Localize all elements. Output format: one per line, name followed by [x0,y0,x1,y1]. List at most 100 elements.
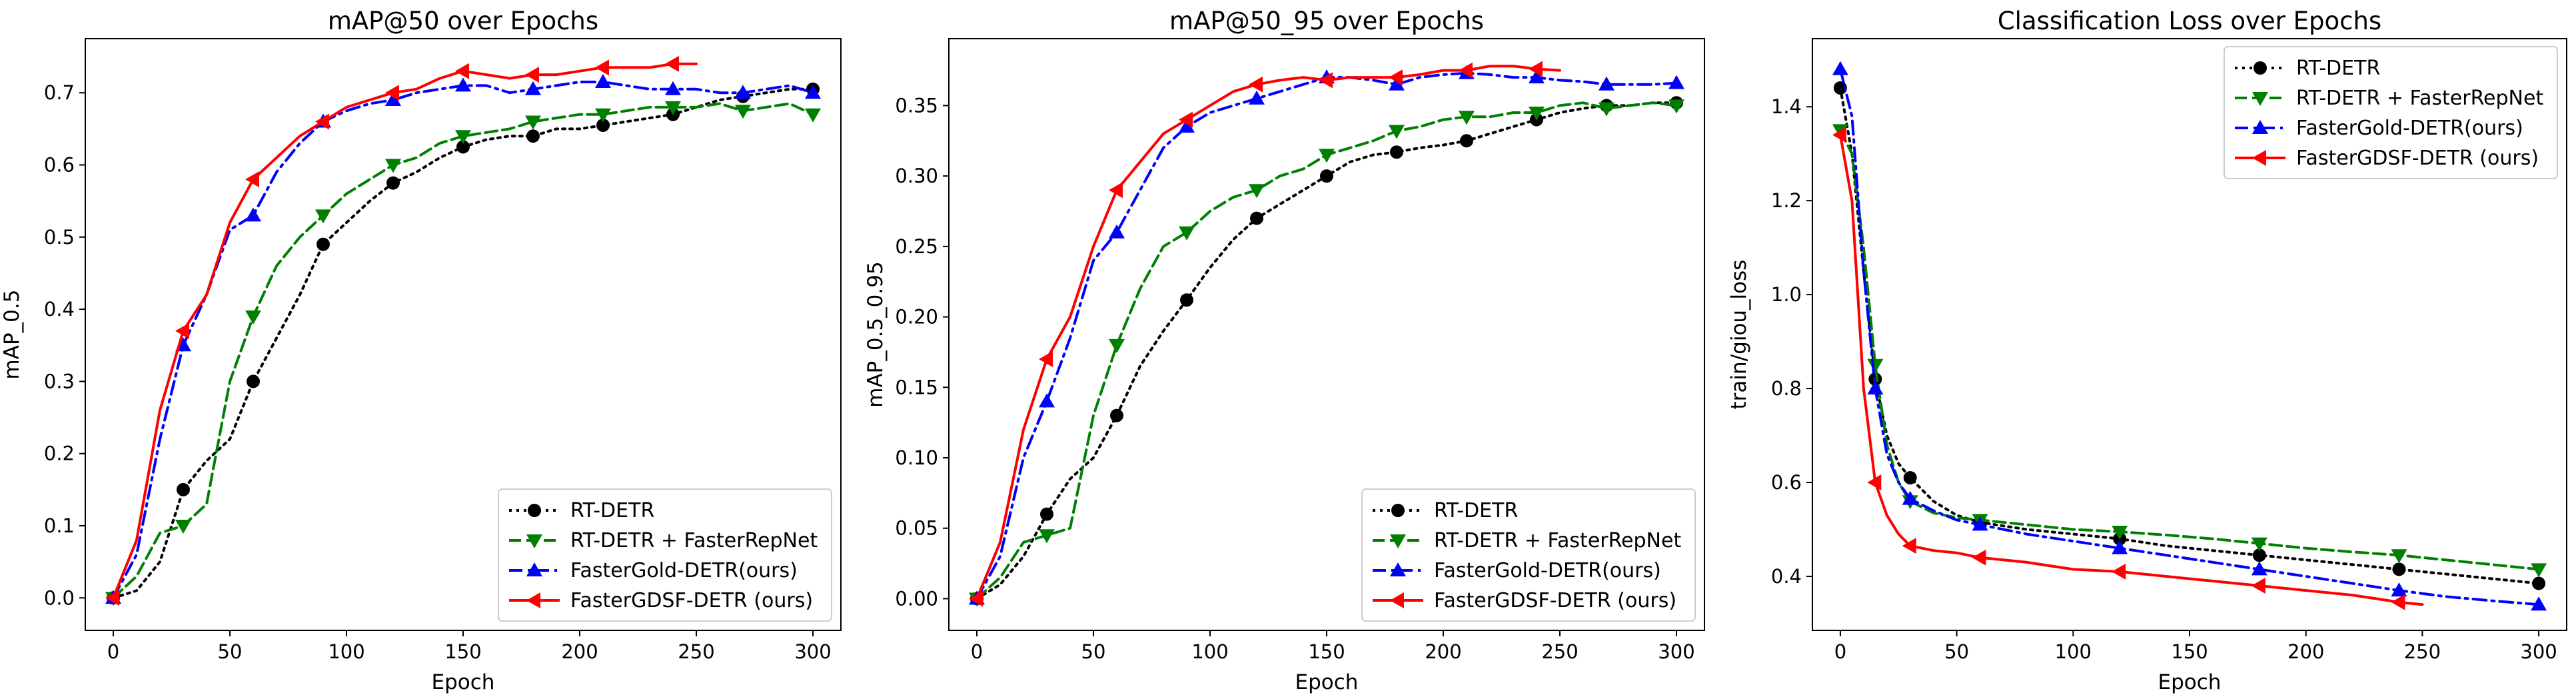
data-point [1832,127,1846,143]
data-point [2252,548,2266,562]
x-tick-label: 100 [2055,640,2092,663]
data-point [2112,526,2128,540]
data-point [525,81,541,95]
data-point [2392,562,2406,576]
data-point [1109,182,1123,199]
data-point [455,77,471,92]
data-point [1249,184,1265,199]
legend-marker [2252,120,2268,134]
y-axis-label: mAP_0.5_0.95 [864,261,888,407]
data-point [2112,540,2128,554]
data-point [1040,507,1053,521]
legend-label: FasterGDSF-DETR (ours) [570,589,813,612]
data-point [245,310,261,325]
data-point [2391,582,2407,597]
y-tick-label: 0.15 [895,376,938,398]
data-point [2391,594,2405,610]
data-point [247,374,260,388]
data-point [1668,99,1684,114]
data-point [1249,76,1263,93]
data-point [1867,380,1884,395]
x-tick-label: 50 [1081,640,1106,663]
data-point [735,105,751,119]
data-point [386,176,400,190]
legend-label: FasterGDSF-DETR (ours) [2296,147,2539,170]
series-3 [1832,61,2547,611]
data-point [1668,75,1684,89]
data-point [385,159,401,173]
y-tick-label: 1.0 [1771,283,1802,306]
y-tick-label: 0.6 [44,154,75,177]
legend: RT-DETR RT-DETR + FasterRepNet FasterGold-… [498,488,832,622]
x-axis-label: Epoch [1295,670,1359,694]
series-4 [105,55,698,606]
data-point [1972,516,1988,531]
x-tick-label: 50 [1944,640,1969,663]
legend-label: FasterGold-DETR(ours) [2296,117,2523,140]
y-tick-label: 1.4 [1771,95,1802,118]
legend-marker [2252,92,2268,106]
data-point [2112,563,2126,580]
data-point [1833,81,1847,95]
data-point [2391,549,2407,564]
data-point [1459,62,1473,79]
data-point [1832,61,1848,75]
x-tick-label: 200 [1425,640,1461,663]
series-2 [969,99,1684,607]
data-point [317,237,330,251]
data-point [1529,69,1545,84]
data-point [1389,69,1403,86]
data-point [1319,72,1333,89]
legend-label: RT-DETR + FasterRepNet [1434,529,1681,552]
data-point [1039,393,1055,408]
data-point [595,108,611,123]
y-tick-label: 0.35 [895,94,938,117]
y-tick-label: 0.2 [44,442,75,465]
data-point [1039,351,1053,367]
data-point [2531,596,2547,611]
data-point [595,73,611,88]
series-1 [107,82,820,605]
data-point [455,130,471,145]
x-tick-label: 300 [1658,640,1694,663]
legend-label: RT-DETR [1434,499,1518,522]
legend-label: RT-DETR [570,499,654,522]
y-tick-label: 0.0 [44,586,75,609]
y-axis-label: mAP_0.5 [0,290,24,380]
legend: RT-DETR RT-DETR + FasterRepNet FasterGold-… [1361,488,1696,622]
data-point [1109,224,1125,239]
x-tick-label: 0 [971,640,983,663]
data-point [526,129,540,143]
data-point [1039,529,1055,544]
data-point [596,118,610,132]
data-point [245,207,261,222]
x-tick-label: 150 [444,640,481,663]
legend-marker [1390,534,1406,548]
chart-title: mAP@50 over Epochs [328,7,598,35]
y-tick-label: 0.1 [44,514,75,537]
y-tick-label: 0.30 [895,165,938,187]
data-point [1110,408,1123,422]
x-tick-label: 100 [328,640,364,663]
data-point [1250,211,1263,225]
legend-label: FasterGDSF-DETR (ours) [1434,589,1676,612]
x-tick-label: 100 [1191,640,1228,663]
legend-label: RT-DETR [2296,57,2380,80]
series-4 [969,61,1561,607]
x-tick-label: 300 [794,640,831,663]
data-point [1179,119,1195,133]
y-tick-label: 0.4 [44,298,75,321]
x-tick-label: 150 [1308,640,1345,663]
data-point [2532,576,2546,590]
y-tick-label: 0.3 [44,370,75,392]
x-axis-label: Epoch [432,670,495,694]
data-point [665,101,681,115]
legend-box [498,488,832,622]
y-tick-label: 0.05 [895,517,938,540]
legend-box [1361,488,1696,622]
data-point [1867,358,1884,373]
x-tick-label: 50 [218,640,243,663]
data-point [1249,90,1265,105]
legend-box [2224,46,2558,179]
data-point [1529,61,1543,77]
